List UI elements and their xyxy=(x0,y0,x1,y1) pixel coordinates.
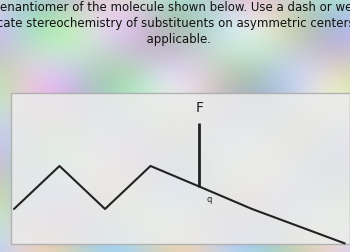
Text: Draw the enantiomer of the molecule shown below. Use a dash or wedge bond
  to i: Draw the enantiomer of the molecule show… xyxy=(0,1,350,46)
Text: F: F xyxy=(196,101,203,115)
Text: q: q xyxy=(206,194,212,203)
FancyBboxPatch shape xyxy=(10,93,350,244)
